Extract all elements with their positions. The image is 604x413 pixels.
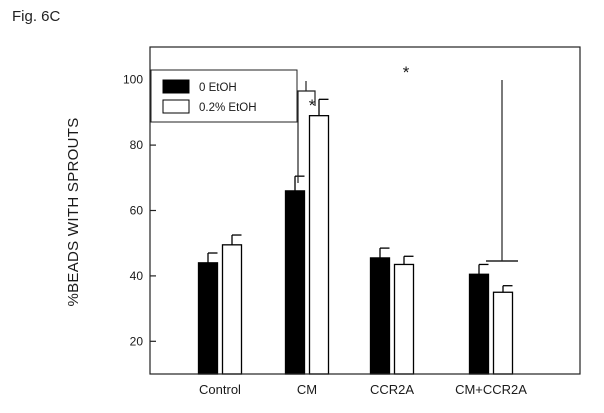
bar — [221, 244, 243, 375]
x-category-label: Control — [199, 382, 241, 397]
y-tick-label: 20 — [130, 334, 144, 348]
significance-combined: * — [403, 63, 518, 262]
y-axis-title: %BEADS WITH SPROUTS — [65, 117, 82, 306]
y-tick-label: 80 — [130, 138, 144, 152]
bar — [492, 291, 514, 375]
legend-label-1: 0.2% EtOH — [199, 102, 257, 114]
bar — [197, 262, 219, 375]
y-tick-label: 60 — [130, 204, 144, 218]
y-tick-label: 100 — [123, 73, 143, 87]
x-category-label: CM — [297, 382, 317, 397]
legend: 0 EtOH 0.2% EtOH — [150, 69, 298, 123]
legend-box — [150, 69, 298, 123]
x-category-label: CM+CCR2A — [455, 382, 527, 397]
figure-label: Fig. 6C — [12, 8, 61, 25]
x-category-label: CCR2A — [370, 382, 414, 397]
bar — [308, 115, 330, 375]
sig-star-cm: * — [309, 96, 316, 115]
bar — [468, 273, 490, 375]
bar — [369, 257, 391, 375]
y-tick-label: 40 — [130, 269, 144, 283]
bar — [393, 263, 415, 375]
legend-swatch-1 — [162, 99, 190, 114]
sig-star-combined: * — [403, 63, 410, 82]
bar — [284, 190, 306, 375]
significance-cm: * — [297, 81, 316, 183]
legend-label-0: 0 EtOH — [199, 82, 237, 94]
legend-swatch-0 — [162, 79, 190, 94]
